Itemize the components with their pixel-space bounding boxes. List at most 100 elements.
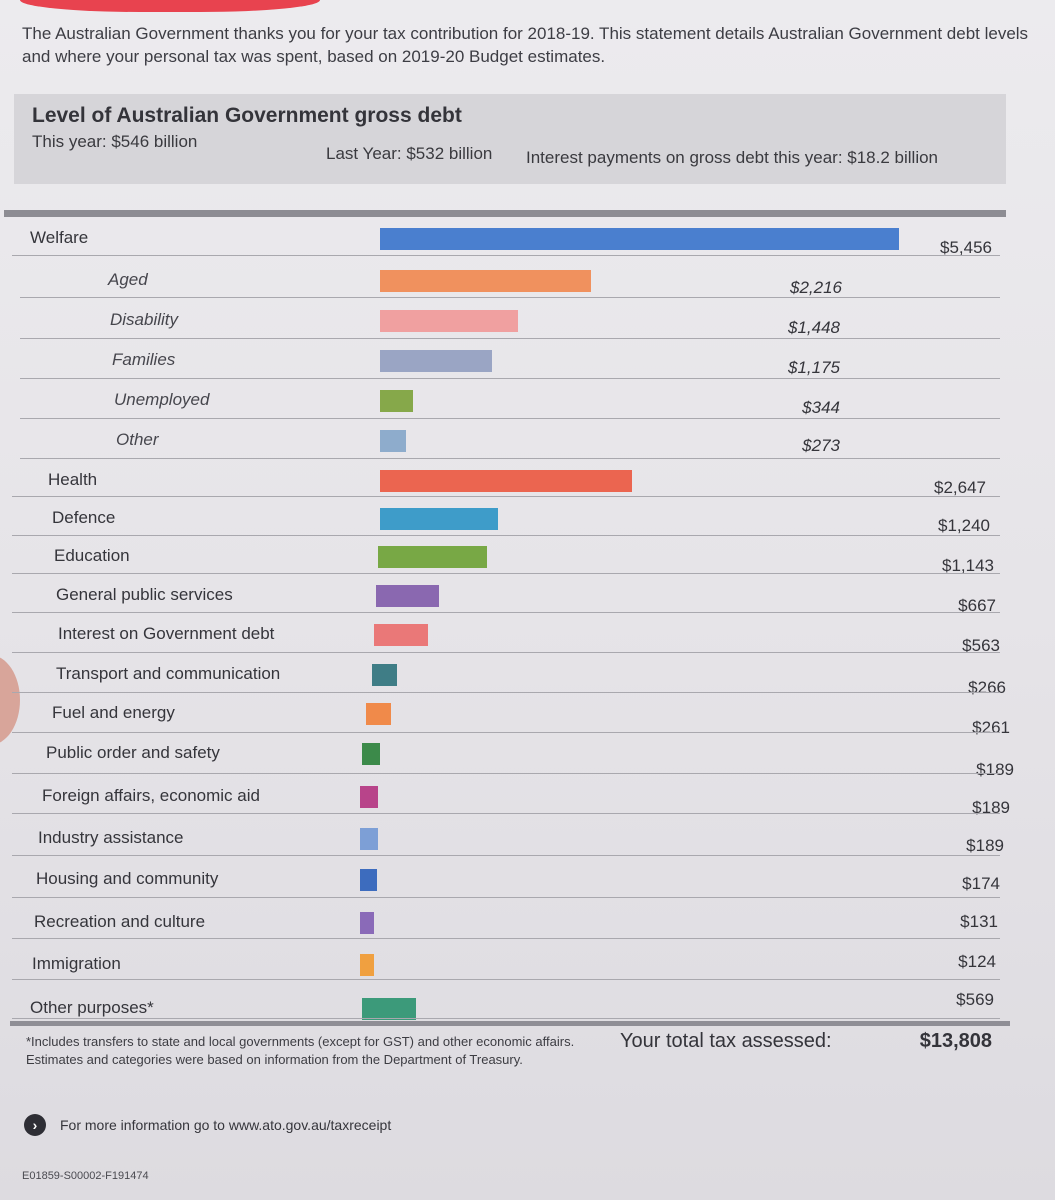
bar (360, 828, 378, 850)
intro-text: The Australian Government thanks you for… (22, 22, 1047, 68)
value-label: $261 (972, 718, 1010, 737)
bar (372, 664, 397, 686)
value-label: $1,448 (788, 318, 840, 337)
bar (360, 912, 374, 934)
thumb-edge (0, 655, 20, 745)
debt-last-year: Last Year: $532 billion (326, 144, 493, 163)
bar (380, 470, 632, 492)
bar (360, 954, 374, 976)
bar (366, 703, 391, 725)
row-divider (20, 418, 1000, 419)
row-divider (12, 855, 1000, 856)
category-label: Unemployed (114, 390, 210, 409)
chevron-right-icon: › (24, 1114, 46, 1136)
row-divider (12, 573, 1000, 574)
row-divider (20, 297, 1000, 298)
row-divider (12, 496, 1000, 497)
value-label: $174 (962, 874, 1000, 893)
bar (362, 743, 380, 765)
category-label: General public services (56, 585, 233, 604)
footnote-line-2: Estimates and categories were based on i… (26, 1052, 523, 1067)
row-divider (12, 652, 1000, 653)
debt-interest-payments: Interest payments on gross debt this yea… (526, 148, 939, 167)
row-divider (12, 535, 1000, 536)
bar (380, 508, 498, 530)
category-label: Health (48, 470, 98, 489)
footnote: *Includes transfers to state and local g… (26, 1033, 574, 1069)
category-label: Welfare (30, 228, 89, 247)
category-label: Families (112, 350, 176, 369)
value-label: $563 (962, 636, 1000, 655)
debt-title: Level of Australian Government gross deb… (32, 104, 462, 127)
row-divider (12, 692, 1000, 693)
category-label: Defence (52, 508, 116, 527)
category-label: Aged (108, 270, 148, 289)
bar (360, 786, 378, 808)
bar (376, 585, 439, 607)
category-label: Foreign affairs, economic aid (42, 786, 260, 805)
row-divider (12, 612, 1000, 613)
category-label: Public order and safety (46, 743, 220, 762)
bar (380, 430, 406, 452)
value-label: $5,456 (940, 238, 992, 257)
total-tax-label: Your total tax assessed: (620, 1030, 832, 1052)
row-divider (12, 938, 1000, 939)
value-label: $124 (958, 952, 996, 971)
value-label: $266 (968, 678, 1006, 697)
chart-bottom-rule (10, 1021, 1010, 1026)
row-divider (12, 255, 1000, 256)
bar (378, 546, 487, 568)
value-label: $131 (960, 912, 998, 931)
document-code: E01859-S00002-F191474 (22, 1170, 149, 1182)
category-label: Other purposes* (30, 998, 154, 1017)
row-divider (12, 979, 1000, 980)
row-divider (12, 773, 1000, 774)
category-label: Education (54, 546, 130, 565)
bar (380, 228, 899, 250)
bar (362, 998, 416, 1020)
category-label: Transport and communication (56, 664, 281, 683)
category-label: Disability (110, 310, 179, 329)
value-label: $1,143 (942, 556, 994, 575)
bar (380, 350, 492, 372)
value-label: $2,647 (934, 478, 986, 497)
value-label: $189 (966, 836, 1004, 855)
category-label: Other (116, 430, 159, 449)
row-divider (12, 813, 1000, 814)
row-divider (20, 378, 1000, 379)
value-label: $2,216 (790, 278, 842, 297)
value-label: $344 (802, 398, 840, 417)
value-label: $569 (956, 990, 994, 1009)
debt-summary-box: Level of Australian Government gross deb… (14, 94, 1006, 184)
category-label: Housing and community (36, 869, 219, 888)
row-divider (12, 897, 1000, 898)
row-divider (20, 458, 1000, 459)
value-label: $189 (976, 760, 1014, 779)
intro-line-1: The Australian Government thanks you for… (22, 24, 1029, 43)
more-info-text[interactable]: For more information go to www.ato.gov.a… (60, 1117, 392, 1133)
total-tax-value: $13,808 (919, 1030, 992, 1052)
value-label: $667 (958, 596, 996, 615)
row-divider (20, 338, 1000, 339)
value-label: $189 (972, 798, 1010, 817)
chart-top-rule (4, 210, 1006, 217)
bar (380, 390, 413, 412)
value-label: $273 (802, 436, 840, 455)
row-divider (12, 732, 1000, 733)
value-label: $1,240 (938, 516, 990, 535)
red-redaction-mark (20, 0, 320, 12)
bar (380, 310, 518, 332)
category-label: Recreation and culture (34, 912, 206, 931)
value-label: $1,175 (788, 358, 840, 377)
category-label: Immigration (32, 954, 121, 973)
more-info-link[interactable]: › For more information go to www.ato.gov… (24, 1114, 391, 1136)
intro-line-2: and where your personal tax was spent, b… (22, 47, 606, 66)
debt-this-year: This year: $546 billion (32, 132, 198, 151)
category-label: Interest on Government debt (58, 624, 275, 643)
category-label: Industry assistance (38, 828, 184, 847)
bar (360, 869, 377, 891)
bar (374, 624, 428, 646)
row-divider (12, 1018, 1000, 1019)
bar (380, 270, 591, 292)
